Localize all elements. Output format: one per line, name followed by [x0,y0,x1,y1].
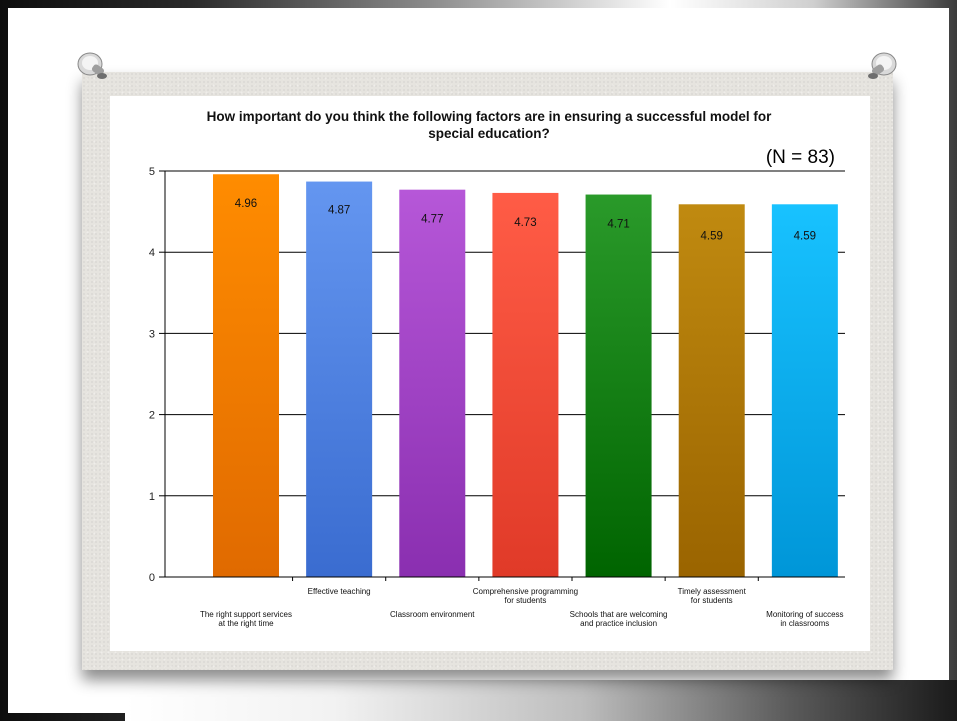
category-label: Monitoring of success [766,610,843,619]
category-label: Schools that are welcoming [570,610,668,619]
data-label: 4.71 [607,219,629,231]
right-pin-icon [868,52,897,79]
y-tick-label: 0 [149,572,155,584]
data-label: 4.96 [235,198,257,210]
data-label: 4.59 [794,230,816,242]
y-tick-label: 5 [149,166,155,178]
data-label: 4.59 [701,230,723,242]
bar [306,181,373,577]
chart-title-line-2: special education? [428,126,550,141]
chart-title-line-1: How important do you think the following… [207,109,773,124]
sample-size-annotation: (N = 83) [766,147,835,168]
data-label: 4.73 [514,217,536,229]
bar [771,204,838,578]
bar [492,192,559,577]
data-label: 4.87 [328,205,350,217]
y-tick-label: 1 [149,491,155,503]
bar [213,174,279,578]
bar [399,189,466,577]
bottom-swoosh [125,680,957,721]
left-pin-icon [77,52,107,79]
data-label: 4.77 [421,214,443,226]
bar [585,194,652,577]
category-label: Timely assessment [678,587,747,596]
bar [678,204,745,578]
category-label: and practice inclusion [580,619,657,628]
category-label: Effective teaching [308,587,371,596]
category-label: at the right time [218,619,274,628]
category-label: in classrooms [780,619,829,628]
category-label: The right support services [200,610,292,619]
y-tick-label: 4 [149,247,155,259]
category-label: for students [691,596,733,605]
category-label: Classroom environment [390,610,475,619]
y-tick-label: 3 [149,328,155,340]
category-label: Comprehensive programming [473,587,578,596]
y-tick-label: 2 [149,410,155,422]
category-label: for students [505,596,547,605]
